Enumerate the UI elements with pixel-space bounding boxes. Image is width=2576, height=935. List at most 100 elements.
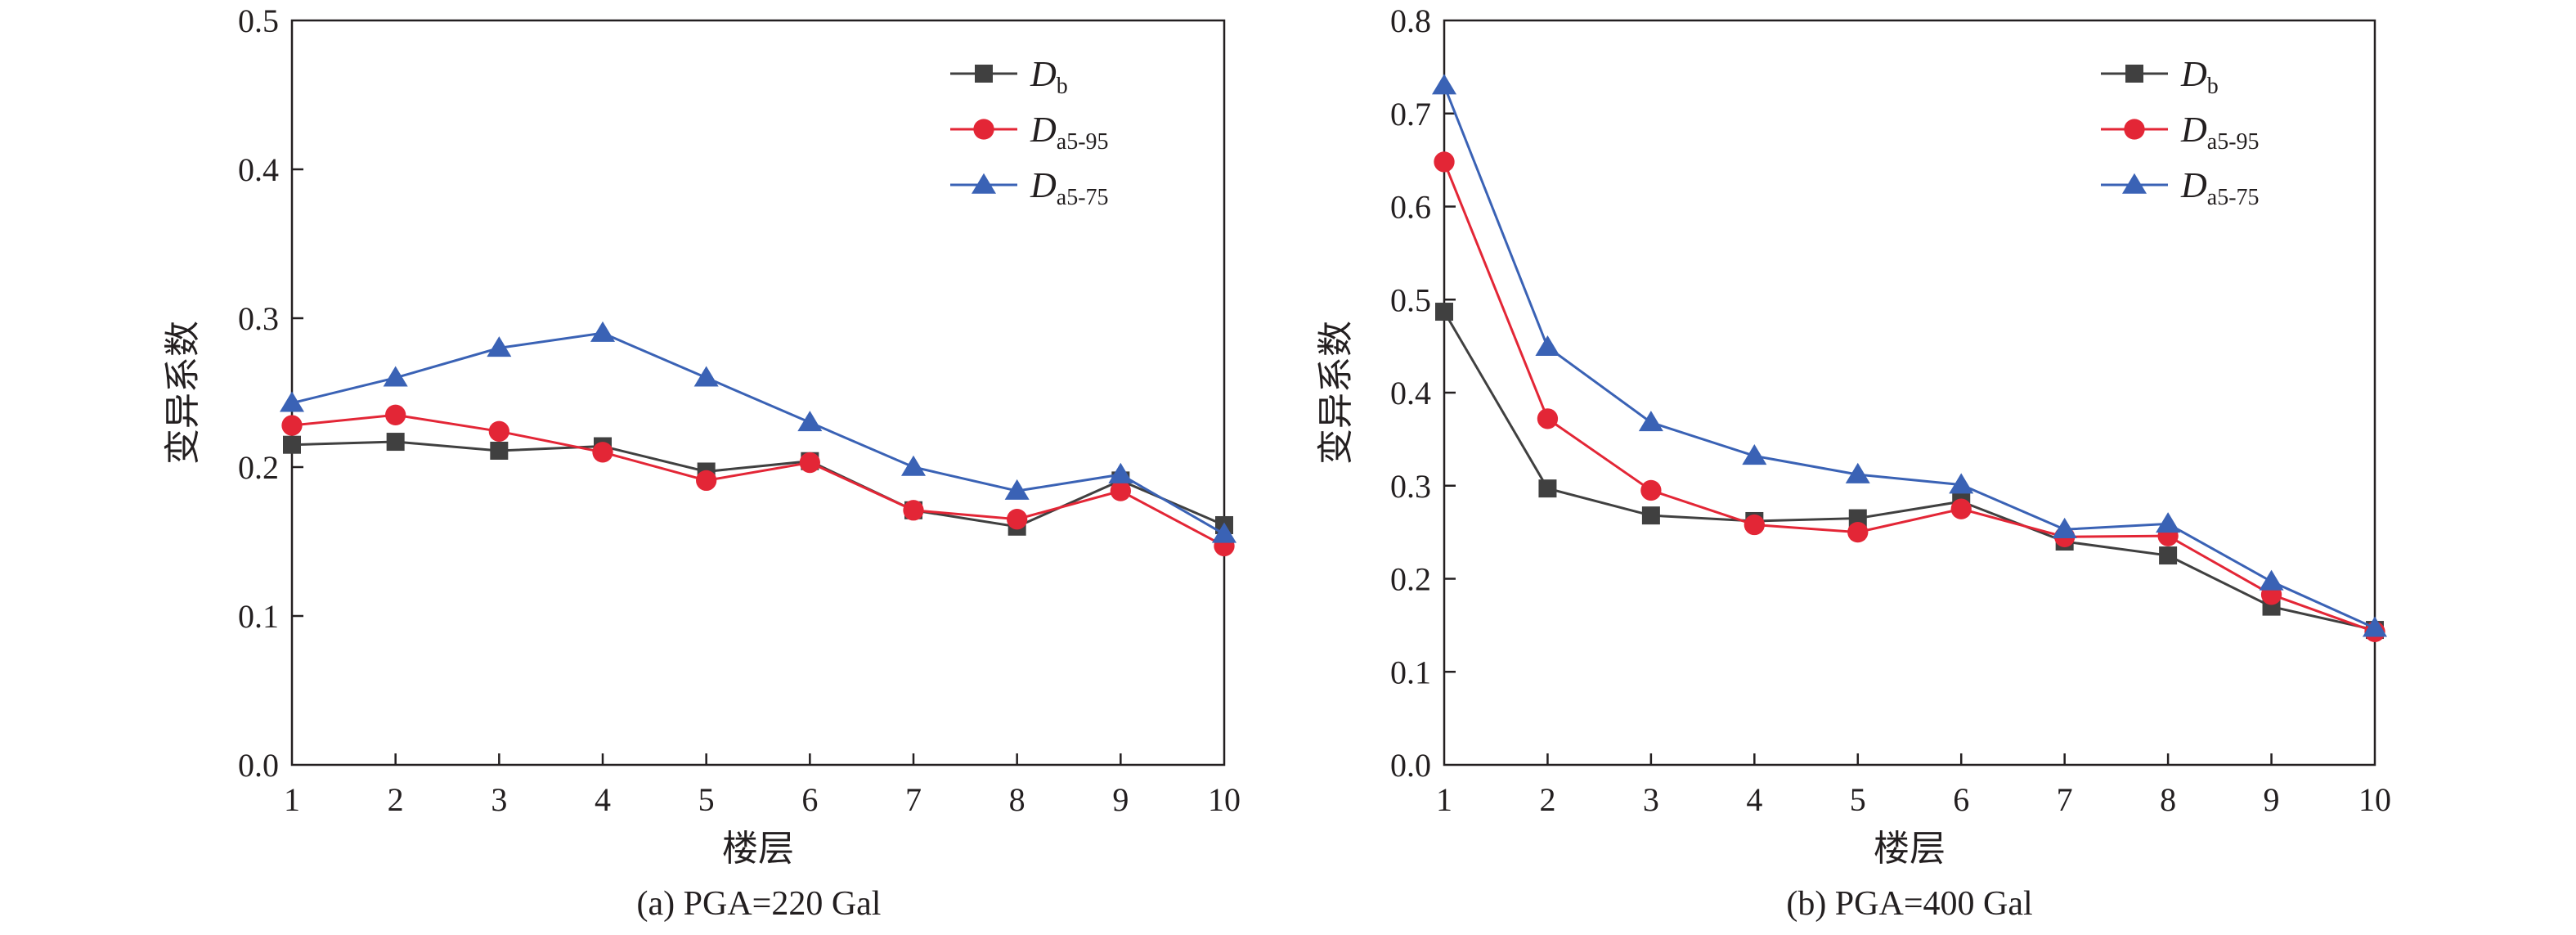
series-a5-95 <box>1434 151 2385 642</box>
data-point <box>1744 514 1765 536</box>
x-tick-label: 9 <box>1112 781 1129 818</box>
data-point <box>386 433 405 452</box>
panel-caption: (a) PGA=220 Gal <box>637 885 882 923</box>
legend-label-sub: a5-75 <box>2207 185 2260 210</box>
legend-label-sub: a5-95 <box>1057 129 1109 155</box>
y-axis-label: 变异系数 <box>1316 321 1356 465</box>
legend-marker <box>2125 65 2143 83</box>
data-point <box>696 470 717 492</box>
data-point <box>799 452 820 474</box>
data-point <box>2159 546 2178 565</box>
data-point <box>1950 498 1972 519</box>
data-point <box>1845 462 1870 483</box>
data-point <box>693 366 719 387</box>
legend-item-b: Db <box>950 54 1068 99</box>
legend-label-main: D <box>1030 110 1057 150</box>
x-tick-label: 10 <box>2358 781 2391 818</box>
chart-panel-b: 0.0 0.1 0.2 0.3 0.4 0.5 0.6 0.7 0.8 1 2 3 4 5 6 7 8 9 10 楼层… <box>1316 2 2391 923</box>
x-tick-label: 2 <box>1539 781 1555 818</box>
series-line <box>291 331 1225 536</box>
y-tick-label: 0.1 <box>238 598 279 635</box>
data-point <box>1537 408 1559 429</box>
legend-label: Da5-95 <box>2180 110 2260 155</box>
data-point <box>1641 506 1660 525</box>
data-point <box>797 411 823 432</box>
chart-panel-a: 0.0 0.1 0.2 0.3 0.4 0.5 1 2 3 4 5 6 7 8 9 10 楼层 变异系数 (a) P… <box>163 2 1241 923</box>
series-line <box>291 440 1225 528</box>
data-point <box>2052 517 2077 538</box>
data-point <box>1742 444 1767 465</box>
legend-label: Db <box>2180 54 2219 99</box>
x-tick-label: 7 <box>2057 781 2073 818</box>
data-point <box>283 435 301 454</box>
data-point <box>488 420 509 442</box>
x-tick-label: 2 <box>388 781 404 818</box>
legend-marker <box>2124 119 2145 140</box>
data-point <box>2362 616 2388 637</box>
legend-label-main: D <box>2180 54 2207 94</box>
data-point <box>1848 509 1867 528</box>
y-tick-label: 0.0 <box>238 747 279 784</box>
series-b <box>1435 303 2384 640</box>
legend-item-a5-75: Da5-75 <box>950 165 1109 210</box>
y-tick-label: 0.4 <box>238 151 279 188</box>
x-tick-label: 6 <box>1953 781 1969 818</box>
data-point <box>1640 479 1662 501</box>
data-point <box>1431 74 1457 95</box>
data-point <box>385 404 406 425</box>
legend-marker <box>975 65 993 83</box>
x-tick-label: 1 <box>284 781 300 818</box>
data-point <box>1110 480 1131 501</box>
data-point <box>490 441 509 460</box>
x-axis-label: 楼层 <box>722 829 794 869</box>
legend-item-a5-95: Da5-95 <box>950 110 1109 155</box>
data-point <box>900 455 927 476</box>
data-point <box>1007 509 1028 530</box>
x-tick-label: 4 <box>595 781 611 818</box>
y-tick-label: 0.3 <box>238 300 279 337</box>
series-line <box>1443 85 2376 630</box>
y-tick-label: 0.5 <box>238 2 279 39</box>
legend-item-a5-75: Da5-75 <box>2101 165 2260 210</box>
data-point <box>592 442 613 463</box>
series-line <box>1443 311 2376 632</box>
legend-label-sub: b <box>1057 74 1068 99</box>
data-point <box>1211 522 1237 543</box>
data-point <box>1538 479 1557 498</box>
x-axis-label: 楼层 <box>1874 829 1945 869</box>
data-point <box>1435 303 1453 321</box>
x-tick-label: 8 <box>1009 781 1025 818</box>
data-point <box>1434 151 1455 173</box>
data-point <box>1004 479 1030 500</box>
x-tick-label: 3 <box>1643 781 1659 818</box>
data-point <box>279 391 305 412</box>
data-point <box>1638 411 1663 432</box>
legend-marker <box>971 173 997 194</box>
legend-label: Da5-75 <box>2180 165 2260 210</box>
series-a5-95 <box>281 404 1235 557</box>
x-tick-label: 8 <box>2160 781 2176 818</box>
y-tick-label: 0.2 <box>238 449 279 486</box>
data-point <box>2259 569 2284 591</box>
x-tick-label: 4 <box>1746 781 1762 818</box>
legend-item-a5-95: Da5-95 <box>2101 110 2260 155</box>
y-tick-label: 0.3 <box>1390 468 1431 505</box>
legend-label: Da5-75 <box>1030 165 1109 210</box>
data-point <box>1535 335 1560 356</box>
legend-marker <box>973 119 994 140</box>
data-point <box>1949 473 1974 494</box>
data-point <box>1847 521 1869 543</box>
y-tick-label: 0.4 <box>1390 375 1431 411</box>
legend-label-sub: b <box>2207 74 2219 99</box>
x-tick-label: 1 <box>1436 781 1452 818</box>
legend-item-b: Db <box>2101 54 2219 99</box>
y-tick-label: 0.1 <box>1390 654 1431 690</box>
legend-label-main: D <box>1030 165 1057 205</box>
series-a5-75 <box>279 321 1237 543</box>
legend-label-main: D <box>2180 110 2207 150</box>
x-tick-label: 7 <box>905 781 922 818</box>
panel-caption: (b) PGA=400 Gal <box>1786 885 2032 923</box>
